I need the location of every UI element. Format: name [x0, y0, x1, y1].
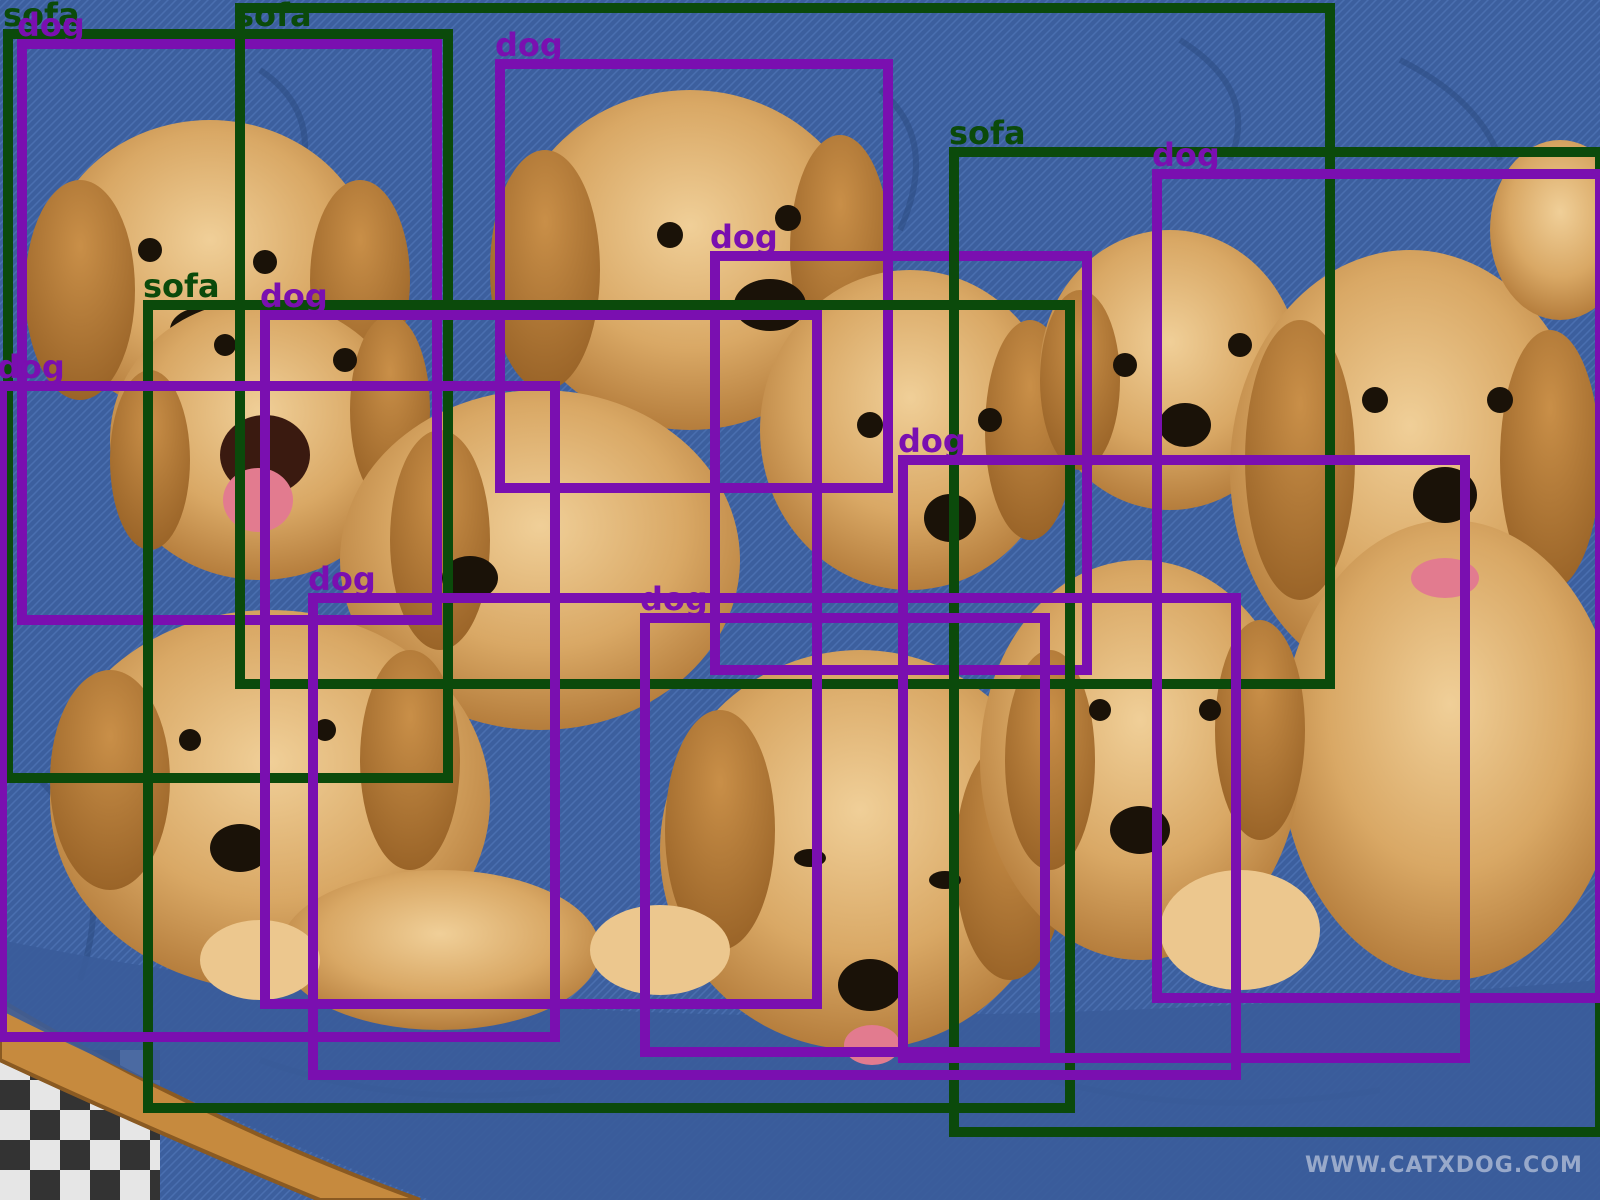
detection-label: dog	[710, 218, 778, 256]
detection-label: dog	[898, 422, 966, 460]
detection-label: dog	[17, 6, 85, 44]
detection-rect	[640, 613, 1050, 1057]
detection-label: sofa	[235, 0, 312, 34]
detection-label: dog	[308, 560, 376, 598]
puppy-top-center	[490, 90, 890, 430]
detection-label: sofa	[143, 267, 220, 305]
detection-label: dog	[0, 348, 65, 386]
detection-label: dog	[640, 580, 708, 618]
detection-rect	[495, 59, 893, 493]
puppy-bottom-center	[590, 650, 1065, 1065]
detection-rect	[143, 300, 1075, 1113]
detection-box: dog	[308, 560, 1241, 1080]
detection-label: sofa	[3, 0, 80, 34]
detection-box: dog	[495, 26, 893, 493]
detection-box: sofa	[143, 267, 1075, 1113]
detection-box: dog	[1152, 136, 1600, 1003]
detection-box: dog	[640, 580, 1050, 1057]
detection-label: dog	[1152, 136, 1220, 174]
watermark-text: WWW.CATXDOG.COM	[1305, 1153, 1583, 1178]
detection-rect	[0, 381, 560, 1042]
detection-rect	[260, 310, 822, 1009]
detection-rect	[898, 455, 1470, 1063]
detection-rect	[17, 39, 442, 625]
detection-box: sofa	[949, 114, 1600, 1137]
detection-box: dog	[260, 277, 822, 1009]
detection-rect	[308, 593, 1241, 1080]
detection-label: dog	[260, 277, 328, 315]
detection-label: dog	[495, 26, 563, 64]
detection-rect	[3, 29, 453, 783]
detection-label: sofa	[949, 114, 1026, 152]
detection-rect	[1152, 169, 1600, 1003]
detection-box: dog	[898, 422, 1470, 1063]
detection-rect	[949, 147, 1600, 1137]
detection-box: dog	[0, 348, 560, 1042]
detection-box: sofa	[3, 0, 453, 783]
detection-rect	[235, 3, 1335, 689]
detection-box: sofa	[235, 0, 1335, 689]
detection-box: dog	[17, 6, 442, 625]
